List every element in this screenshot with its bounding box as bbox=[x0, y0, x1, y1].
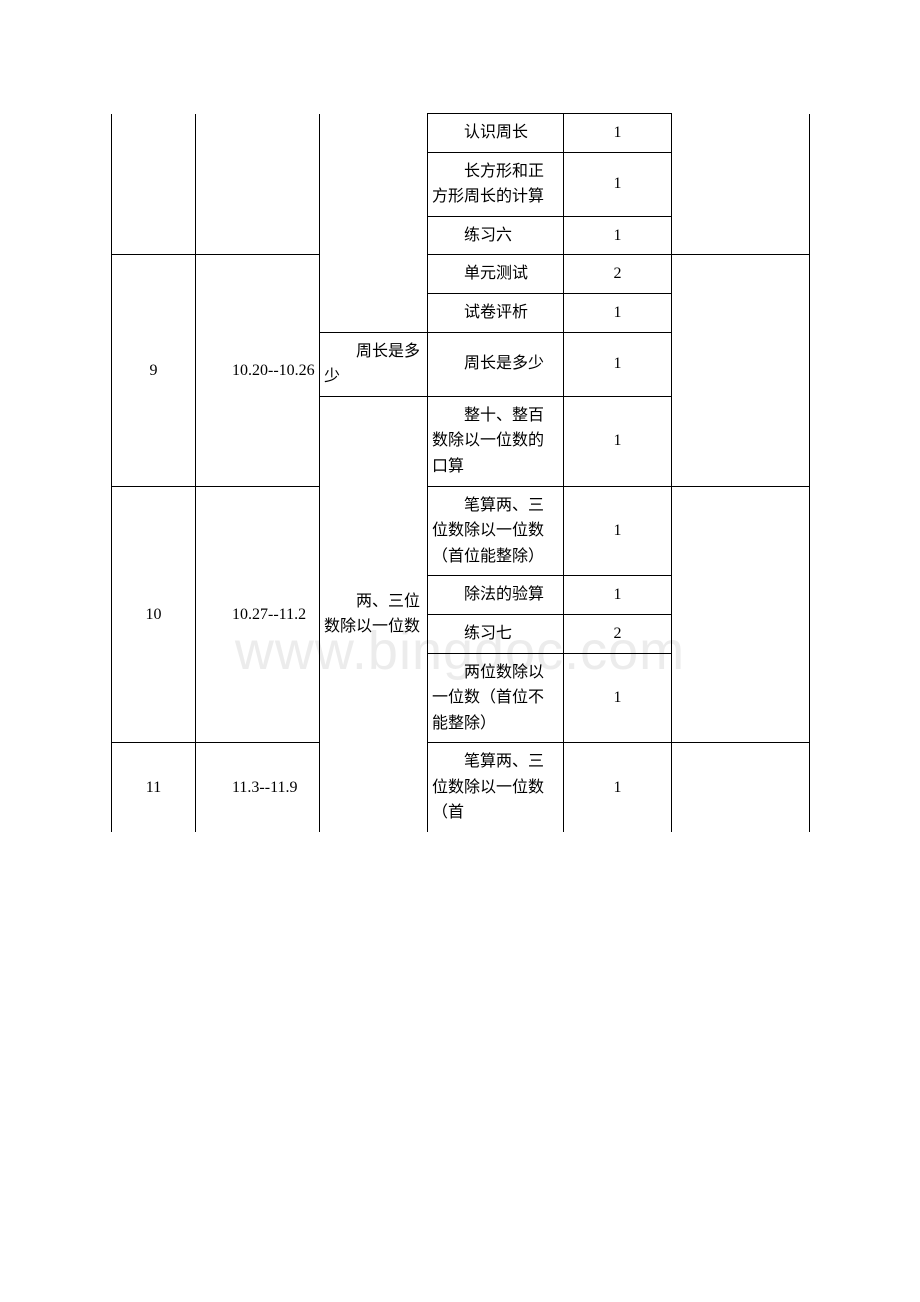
dates-text: 10.27--11.2 bbox=[232, 606, 306, 623]
schedule-table: 认识周长 1 长方形和正方形周长的计算 1 练习六 1 9 10.20--10.… bbox=[111, 113, 810, 832]
week-cell: 11 bbox=[112, 743, 196, 832]
topic-cell: 长方形和正方形周长的计算 bbox=[428, 152, 564, 216]
dates-cell bbox=[196, 114, 320, 255]
hours-cell: 1 bbox=[564, 114, 672, 153]
table-row: 10 10.27--11.2 笔算两、三位数除以一位数（首位能整除） 1 bbox=[112, 486, 810, 576]
hours-cell: 1 bbox=[564, 332, 672, 396]
hours-cell: 1 bbox=[564, 396, 672, 486]
notes-cell bbox=[672, 255, 810, 486]
topic-cell: 两位数除以一位数（首位不能整除） bbox=[428, 653, 564, 743]
topic-cell: 试卷评析 bbox=[428, 293, 564, 332]
dates-cell: 11.3--11.9 bbox=[196, 743, 320, 832]
dates-text: 11.3--11.9 bbox=[232, 779, 297, 796]
section-cell: 周长是多少 bbox=[320, 332, 428, 396]
notes-cell bbox=[672, 114, 810, 255]
dates-cell: 10.27--11.2 bbox=[196, 486, 320, 743]
week-cell: 10 bbox=[112, 486, 196, 743]
topic-cell: 除法的验算 bbox=[428, 576, 564, 615]
topic-cell: 整十、整百数除以一位数的口算 bbox=[428, 396, 564, 486]
topic-cell: 笔算两、三位数除以一位数（首 bbox=[428, 743, 564, 832]
hours-cell: 1 bbox=[564, 293, 672, 332]
hours-cell: 2 bbox=[564, 255, 672, 294]
topic-cell: 单元测试 bbox=[428, 255, 564, 294]
table-row: 11 11.3--11.9 笔算两、三位数除以一位数（首 1 bbox=[112, 743, 810, 832]
notes-cell bbox=[672, 743, 810, 832]
week-cell: 9 bbox=[112, 255, 196, 486]
notes-cell bbox=[672, 486, 810, 743]
topic-cell: 笔算两、三位数除以一位数（首位能整除） bbox=[428, 486, 564, 576]
section-cell bbox=[320, 114, 428, 333]
dates-text: 10.20--10.26 bbox=[232, 362, 315, 379]
hours-cell: 1 bbox=[564, 576, 672, 615]
week-cell bbox=[112, 114, 196, 255]
hours-cell: 1 bbox=[564, 743, 672, 832]
hours-cell: 2 bbox=[564, 614, 672, 653]
topic-cell: 认识周长 bbox=[428, 114, 564, 153]
table-row: 9 10.20--10.26 单元测试 2 bbox=[112, 255, 810, 294]
hours-cell: 1 bbox=[564, 152, 672, 216]
topic-cell: 练习六 bbox=[428, 216, 564, 255]
hours-cell: 1 bbox=[564, 653, 672, 743]
topic-cell: 周长是多少 bbox=[428, 332, 564, 396]
dates-cell: 10.20--10.26 bbox=[196, 255, 320, 486]
topic-cell: 练习七 bbox=[428, 614, 564, 653]
hours-cell: 1 bbox=[564, 216, 672, 255]
table-row: 认识周长 1 bbox=[112, 114, 810, 153]
section-cell: 两、三位数除以一位数 bbox=[320, 396, 428, 832]
hours-cell: 1 bbox=[564, 486, 672, 576]
